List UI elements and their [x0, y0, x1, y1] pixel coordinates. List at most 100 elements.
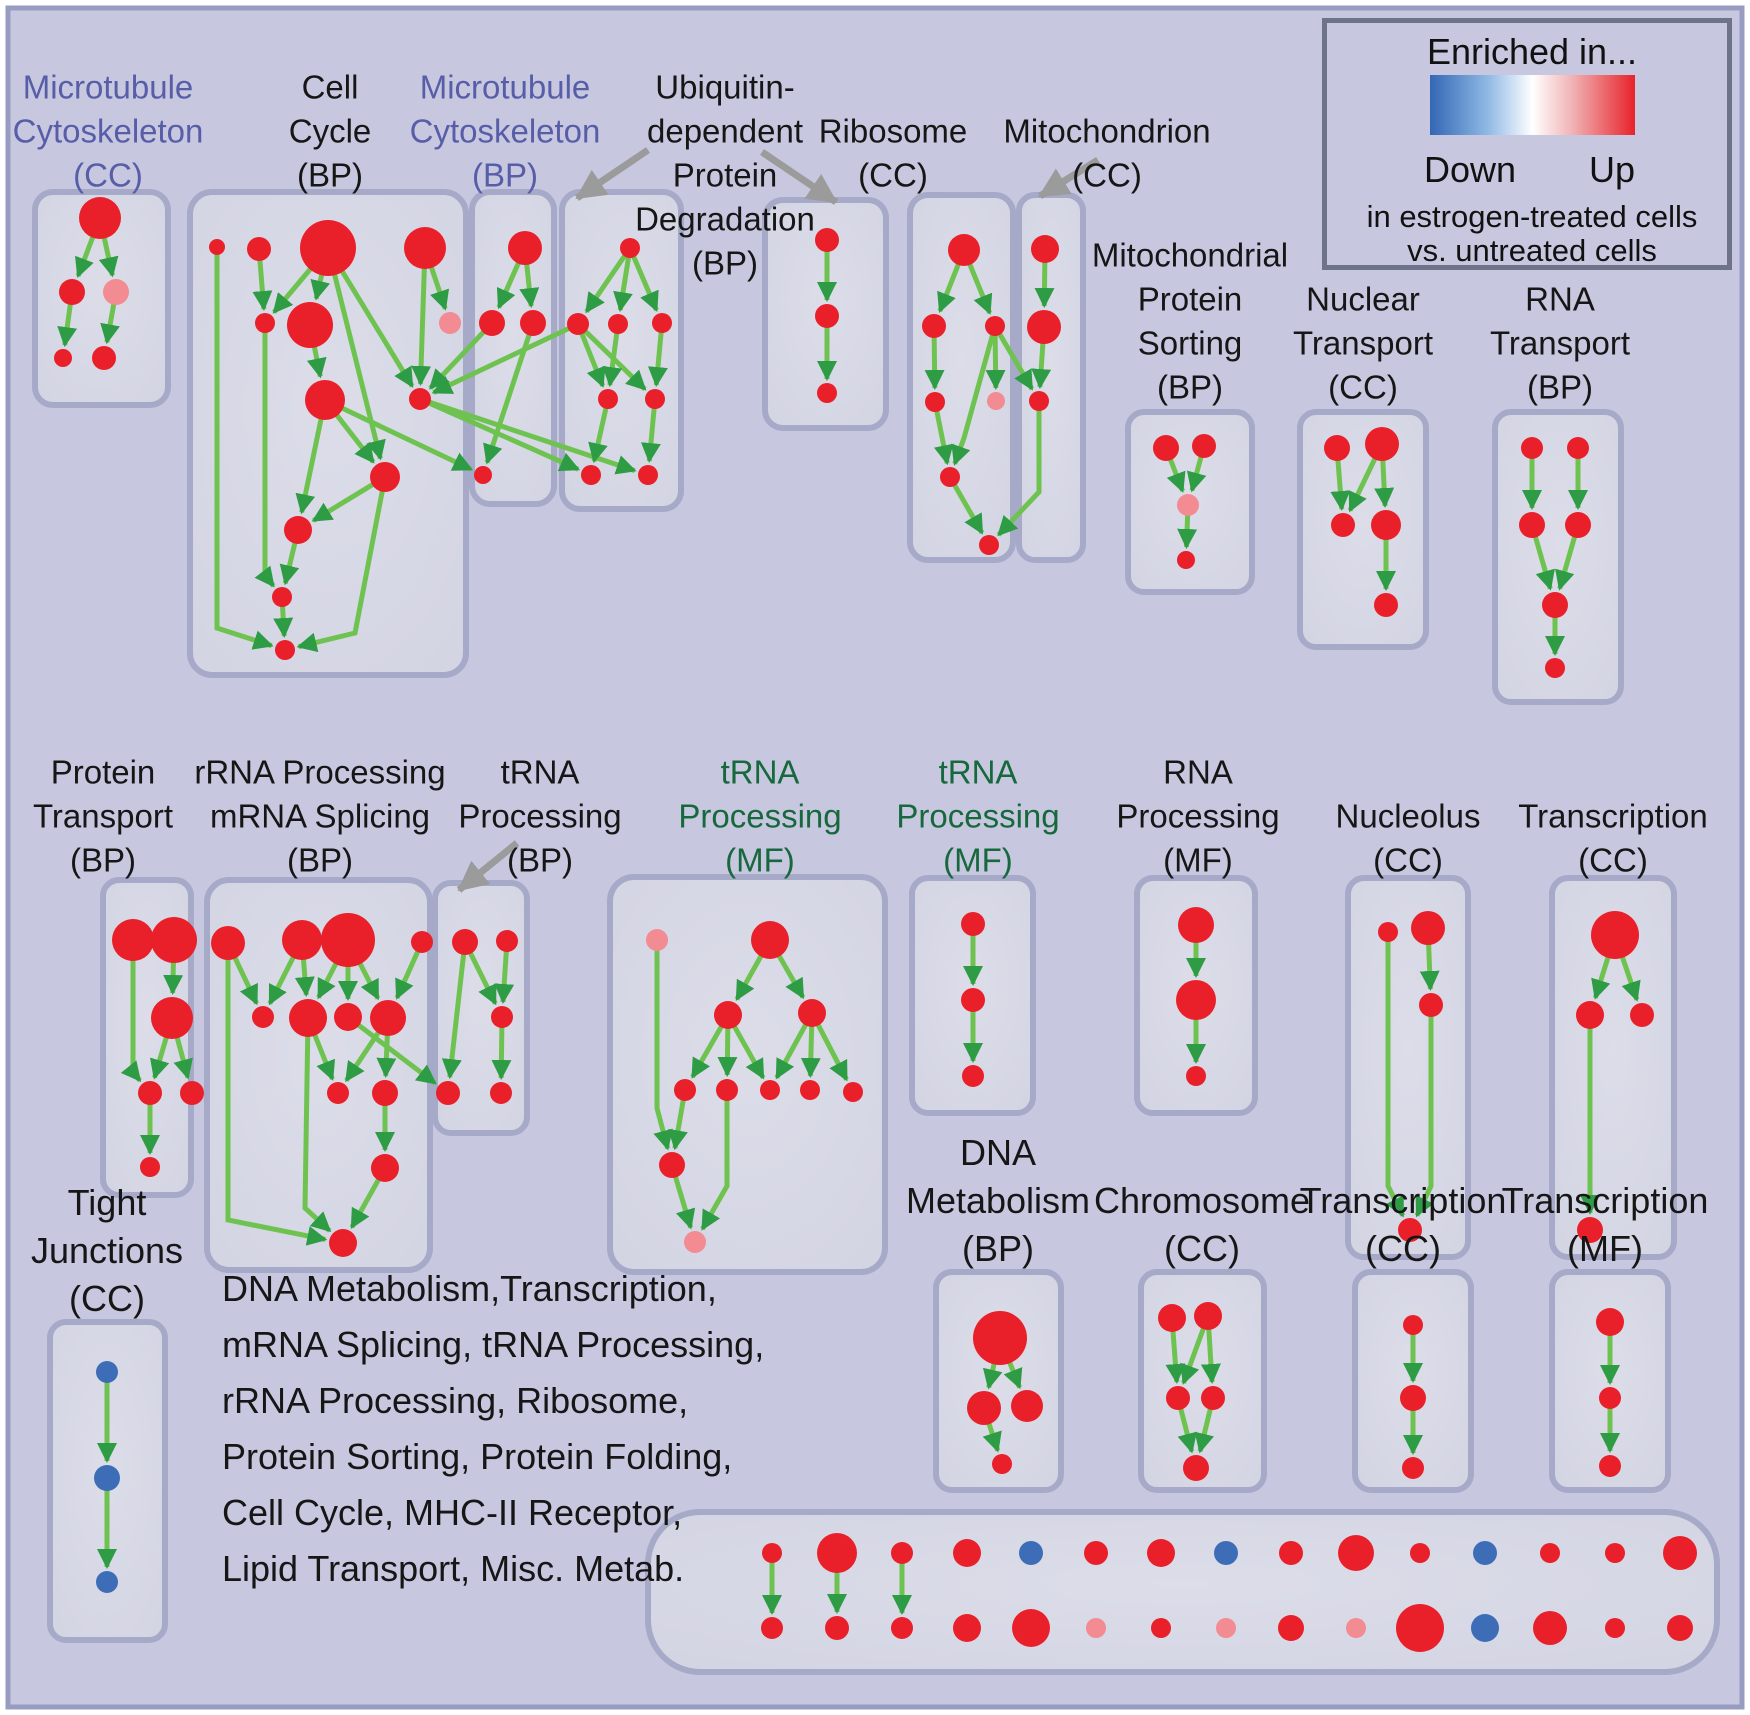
go-term-node-rr12: [329, 1229, 357, 1257]
go-term-node-ms6t: [1084, 1541, 1108, 1565]
hierarchy-arrow: [671, 1171, 696, 1230]
cluster-label-18-line-0: Chromosome: [1094, 1180, 1310, 1221]
go-term-node-ms1t: [762, 1543, 782, 1563]
go-term-node-tj2: [94, 1465, 120, 1491]
hierarchy-arrow: [431, 324, 574, 395]
go-term-node-tm2: [1599, 1387, 1621, 1409]
hierarchy-arrow: [588, 404, 610, 464]
go-term-node-rt6: [1545, 658, 1565, 678]
cluster-label-17-line-0: DNA: [960, 1132, 1036, 1173]
hierarchy-arrow: [584, 251, 629, 314]
go-term-node-ms10b: [1346, 1618, 1366, 1638]
go-term-node-s3: [962, 1065, 984, 1087]
go-term-node-rt3: [1519, 512, 1545, 538]
go-term-node-pt1: [112, 919, 154, 961]
hierarchy-arrow: [411, 260, 432, 387]
go-term-node-dn1: [973, 1311, 1027, 1365]
go-term-node-ch2: [1194, 1302, 1222, 1330]
hierarchy-arrow: [330, 407, 376, 464]
go-term-node-ub6: [645, 389, 665, 409]
hierarchy-arrow: [1165, 1326, 1186, 1385]
hierarchy-arrow: [120, 952, 142, 1083]
go-term-node-rt2: [1567, 437, 1589, 459]
hierarchy-arrow: [57, 299, 78, 348]
cluster-label-6-line-1: Protein: [1138, 280, 1243, 317]
go-term-node-ms12t: [1473, 1541, 1497, 1565]
go-term-node-rr3: [321, 913, 375, 967]
cluster-label-16-line-0: Transcription: [1518, 797, 1708, 834]
hierarchy-arrow: [302, 1029, 332, 1233]
go-term-node-pt3: [151, 997, 193, 1039]
hierarchy-arrow: [640, 404, 661, 464]
hierarchy-arrow: [653, 946, 673, 1151]
go-term-node-mb4: [474, 466, 492, 484]
legend-down-label: Down: [1423, 149, 1517, 190]
cluster-label-21-line-0: Tight: [68, 1182, 147, 1223]
go-term-node-ms10t: [1338, 1535, 1374, 1571]
label-pointer-arrow-ubiquitin-to-box1: [575, 147, 650, 201]
hierarchy-arrow: [1034, 257, 1055, 309]
go-term-node-mf1b: [751, 921, 789, 959]
go-term-node-nt3: [1331, 513, 1355, 537]
hierarchy-arrow: [774, 1019, 811, 1080]
cluster-label-6-line-2: Sorting: [1138, 324, 1243, 361]
go-term-node-ms11b: [1396, 1604, 1444, 1652]
hierarchy-arrow: [602, 329, 623, 388]
go-term-node-ms8t: [1214, 1541, 1238, 1565]
cluster-label-1-line-0: Cell: [302, 68, 359, 105]
cluster-label-9-line-1: Transport: [33, 797, 173, 834]
go-term-node-rr10: [372, 1080, 398, 1106]
go-term-node-pt6: [140, 1157, 160, 1177]
hierarchy-arrow: [349, 1174, 384, 1230]
go-term-node-rt4: [1565, 512, 1591, 538]
hierarchy-arrow: [630, 252, 659, 312]
cluster-label-0-line-1: Cytoskeleton: [13, 112, 204, 149]
go-term-node-ub5: [598, 389, 618, 409]
hierarchy-arrow: [729, 1021, 766, 1080]
go-term-node-ms9b: [1278, 1615, 1304, 1641]
go-term-node-nt4: [1371, 510, 1401, 540]
go-term-node-ms3t: [891, 1542, 913, 1564]
go-term-node-mf1d: [798, 999, 826, 1027]
hierarchy-arrow: [1330, 455, 1351, 512]
go-term-node-tb5: [490, 1082, 512, 1104]
label-pointer-arrow-ubiquitin-to-box2: [760, 149, 838, 205]
go-term-node-dn4: [992, 1454, 1012, 1474]
go-term-node-pt5: [180, 1081, 204, 1105]
go-term-node-rr4: [411, 931, 433, 953]
hierarchy-arrow: [329, 263, 386, 461]
legend-up-label: Up: [1588, 149, 1636, 190]
hierarchy-arrow: [309, 1027, 336, 1081]
go-term-node-cc6: [287, 302, 333, 348]
hierarchy-arrow: [273, 602, 294, 639]
hierarchy-arrow: [214, 251, 274, 650]
cluster-label-2-line-0: Microtubule: [420, 68, 591, 105]
go-term-node-ch4: [1201, 1386, 1225, 1410]
hierarchy-arrow: [1385, 938, 1406, 1218]
go-term-node-cc9: [409, 388, 431, 410]
hierarchy-arrow: [1186, 452, 1207, 493]
hierarchy-arrow: [1531, 531, 1555, 591]
cluster-label-11-line-1: Processing: [458, 797, 621, 834]
go-term-node-mf1c: [714, 1001, 742, 1029]
cluster-label-11-line-0: tRNA: [501, 753, 580, 790]
cluster-label-5-line-1: (CC): [1072, 156, 1142, 193]
hierarchy-arrow: [924, 333, 945, 391]
go-term-node-cc8: [305, 380, 345, 420]
go-term-node-ms14b: [1605, 1618, 1625, 1638]
cluster-label-2-line-1: Cytoskeleton: [410, 112, 601, 149]
cluster-label-4-line-0: Ribosome: [819, 112, 968, 149]
cluster-box-box-rna-transport: [1492, 409, 1624, 705]
go-term-node-ub1: [620, 238, 640, 258]
go-term-node-ub8: [638, 465, 658, 485]
go-term-node-ms11t: [1410, 1543, 1430, 1563]
go-term-node-cc2: [247, 237, 271, 261]
cluster-label-16-line-1: (CC): [1578, 841, 1648, 878]
cluster-label-13-line-2: (MF): [943, 841, 1013, 878]
go-term-node-ms9t: [1279, 1541, 1303, 1565]
go-term-node-ub4: [652, 313, 672, 333]
hierarchy-arrow: [1414, 1012, 1434, 1218]
cluster-label-8-line-0: RNA: [1525, 280, 1595, 317]
cluster-label-20-line-1: (MF): [1567, 1228, 1643, 1269]
